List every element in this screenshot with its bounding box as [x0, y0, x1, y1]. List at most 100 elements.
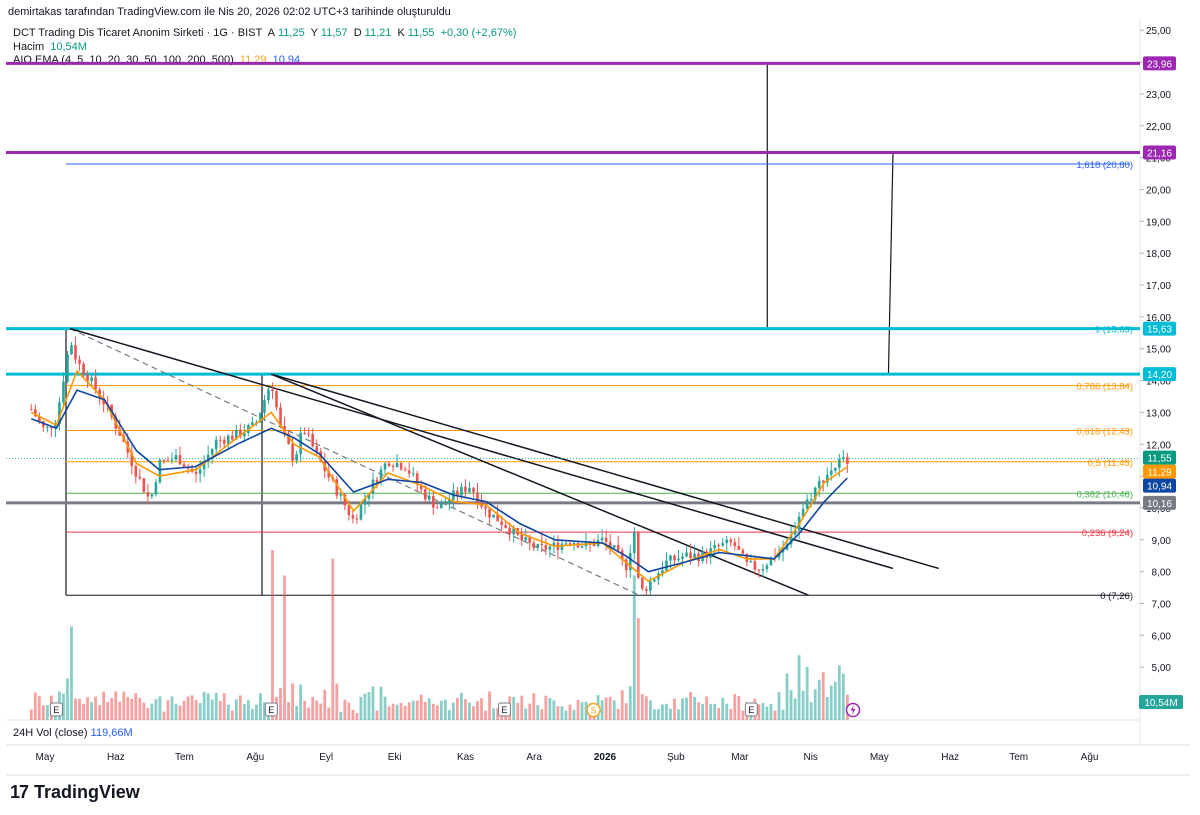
candle-body — [817, 480, 821, 488]
candle-body — [239, 429, 242, 437]
candle-body — [271, 389, 274, 391]
candle-body — [669, 555, 672, 561]
volume-bar — [468, 702, 471, 720]
volume-bar — [170, 696, 174, 720]
candle-body — [649, 581, 652, 591]
ema-slow-line — [31, 389, 848, 573]
volume-bar — [271, 550, 274, 720]
lightning-bolt-icon — [850, 705, 856, 715]
earnings-marker-text: E — [748, 705, 754, 715]
candle-body — [74, 345, 77, 360]
volume-bar — [255, 704, 258, 720]
candle-body — [90, 377, 93, 382]
candle-body — [315, 446, 319, 452]
candle-body — [769, 557, 773, 566]
candle-body — [243, 433, 246, 437]
candle-body — [821, 480, 825, 483]
volume-bar — [130, 698, 134, 720]
x-tick-label: Nis — [803, 752, 817, 763]
volume-bar — [263, 702, 266, 720]
candle-body — [431, 495, 435, 508]
candle-body — [158, 459, 162, 483]
candle-body — [170, 459, 174, 461]
candle-body — [616, 545, 620, 551]
volume-label[interactable]: Hacim — [13, 41, 45, 53]
y-tick-label: 17,00 — [1146, 281, 1171, 292]
candle-body — [66, 354, 69, 382]
volume-bar — [443, 699, 447, 720]
price-tag — [1143, 478, 1176, 493]
x-tick-label: May — [870, 752, 889, 763]
candle-body — [532, 542, 536, 549]
x-tick-label: May — [36, 752, 55, 763]
candle-body — [468, 487, 471, 493]
candle-body — [399, 463, 403, 470]
volume-bar — [460, 692, 463, 720]
volume-bar — [781, 709, 785, 720]
symbol-name[interactable]: DCT Trading Dis Ticaret Anonim Sirketi ·… — [13, 27, 263, 39]
volume-bar — [520, 695, 524, 720]
volume-bar — [480, 698, 483, 720]
candle-body — [134, 466, 138, 477]
tradingview-brand[interactable]: 17 TradingView — [10, 782, 140, 803]
volume-bar — [628, 686, 632, 720]
volume-bar — [190, 695, 194, 720]
volume-bar — [769, 703, 773, 720]
candle-body — [600, 537, 604, 541]
volume-bar — [644, 696, 648, 720]
volume-bar — [94, 696, 98, 720]
volume-bar — [323, 689, 327, 720]
volume-bar — [697, 702, 701, 720]
volume-bar — [226, 704, 230, 720]
volume-bar — [206, 693, 210, 720]
candle-body — [661, 570, 664, 574]
volume-bar — [259, 693, 262, 720]
brand-name: TradingView — [34, 782, 140, 802]
fib-level-label: 0,5 (11,45) — [1088, 458, 1133, 469]
volume-bar — [234, 699, 238, 720]
low-label: D — [353, 27, 362, 39]
candle-body — [102, 397, 105, 405]
candle-body — [725, 539, 729, 544]
volume-bar — [813, 689, 817, 720]
candle-body — [251, 422, 254, 426]
volume-bar — [198, 702, 202, 720]
volume-bar — [126, 696, 130, 720]
candle-body — [721, 543, 725, 546]
earnings-marker — [49, 702, 63, 717]
candle-body — [146, 492, 150, 497]
volume-bar — [222, 693, 226, 720]
volume-bar — [427, 698, 431, 720]
candle-body — [335, 479, 339, 496]
volume-bar — [45, 705, 49, 720]
candle-body — [476, 492, 479, 503]
y-tick-label: 13,00 — [1146, 408, 1171, 419]
candle-body — [464, 486, 467, 493]
candle-body — [801, 508, 805, 517]
candle-body — [299, 432, 302, 455]
candle-body — [560, 543, 564, 550]
candle-body — [809, 499, 813, 501]
candle-body — [411, 473, 415, 475]
candle-body — [749, 561, 753, 563]
y-tick-label: 19,00 — [1146, 217, 1171, 228]
candle-body — [142, 478, 146, 493]
candle-body — [130, 452, 134, 467]
volume-bar — [524, 708, 528, 720]
candle-body — [604, 537, 608, 543]
volume-group — [29, 550, 849, 720]
candle-body — [347, 505, 351, 516]
volume-bar — [210, 699, 214, 720]
trendline — [271, 373, 939, 570]
y-tick-label: 14,00 — [1146, 377, 1171, 388]
candle-body — [407, 470, 411, 474]
volume-bar — [186, 696, 190, 720]
volume-bar — [295, 705, 299, 720]
volume-bar — [355, 713, 359, 720]
candle-body — [512, 528, 515, 535]
x-tick-label: Eki — [388, 752, 402, 763]
candle-body — [427, 495, 431, 500]
volume-bar — [138, 697, 142, 720]
candle-body — [118, 428, 122, 436]
